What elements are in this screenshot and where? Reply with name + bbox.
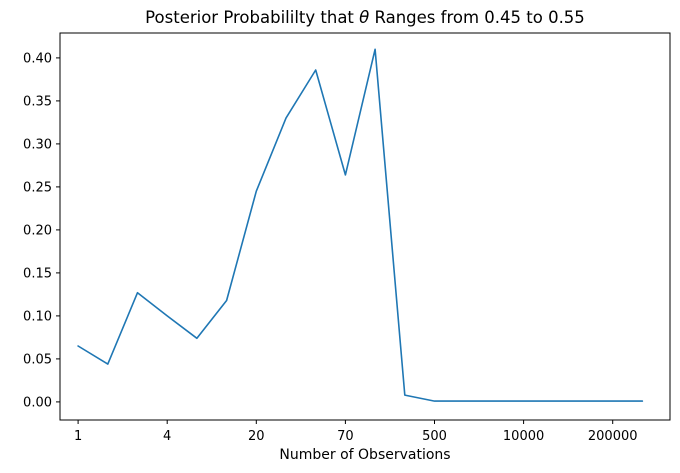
x-tick-label: 500: [422, 429, 447, 444]
x-tick-label: 10000: [503, 429, 544, 444]
y-tick-label: 0.10: [23, 309, 52, 324]
data-line: [77, 48, 644, 402]
axes-frame: [59, 32, 671, 421]
y-tick-label: 0.35: [23, 94, 52, 109]
y-tick-label: 0.30: [23, 137, 52, 152]
chart-title-prefix: Posterior Probabililty that: [145, 8, 360, 27]
x-tick-label: 1: [74, 429, 82, 444]
y-tick-label: 0.05: [23, 352, 52, 367]
x-tick-label: 70: [337, 429, 354, 444]
y-tick-label: 0.25: [23, 180, 52, 195]
x-tick-label: 20: [248, 429, 265, 444]
chart-title-suffix: Ranges from 0.45 to 0.55: [369, 8, 585, 27]
y-tick-label: 0.40: [23, 51, 52, 66]
x-tick-label: 200000: [588, 429, 638, 444]
x-axis-label: Number of Observations: [279, 447, 451, 463]
y-tick-label: 0.15: [23, 266, 52, 281]
y-tick-label: 0.00: [23, 395, 52, 410]
x-tick-label: 4: [163, 429, 171, 444]
chart-title: Posterior Probabililty that θ Ranges fro…: [60, 9, 670, 26]
theta-symbol: θ: [359, 8, 370, 27]
y-tick-label: 0.20: [23, 223, 52, 238]
